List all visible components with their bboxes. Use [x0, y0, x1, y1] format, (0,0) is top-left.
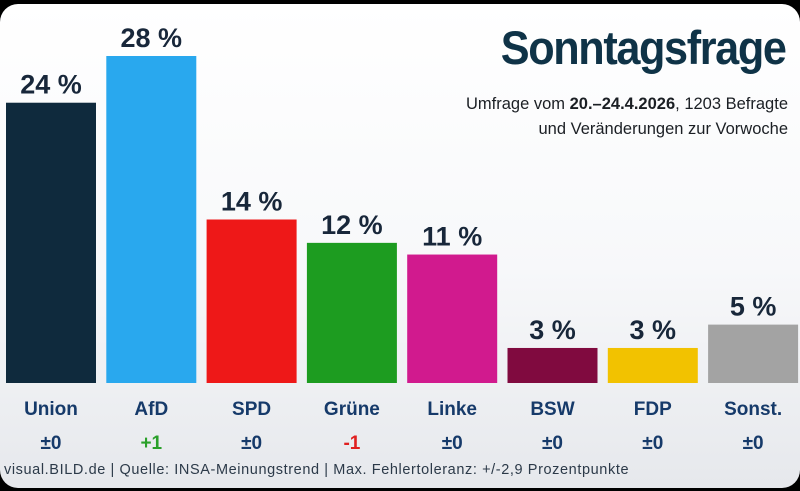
subtitle-suffix: , 1203 Befragte [675, 95, 788, 113]
value-label-spd: 14 % [221, 187, 283, 217]
value-label-bsw: 3 % [529, 315, 576, 345]
value-label-afd: 28 % [121, 23, 183, 53]
value-label-linke: 11 % [422, 222, 482, 252]
change-label-spd: ±0 [241, 433, 262, 454]
bar-union [6, 102, 96, 383]
bar-fdp [607, 347, 698, 383]
category-label-fdp: FDP [634, 399, 672, 420]
category-label-spd: SPD [232, 399, 271, 420]
source-footer: visual.BILD.de | Quelle: INSA-Meinungstr… [4, 462, 630, 478]
bar-gruene [306, 242, 397, 383]
value-label-union: 24 % [20, 70, 82, 100]
category-label-linke: Linke [427, 399, 477, 420]
value-label-gruene: 12 % [321, 210, 383, 240]
subtitle-date-range: 20.–24.4.2026 [569, 95, 676, 113]
subtitle-prefix: Umfrage vom [466, 95, 570, 113]
bar-afd [106, 56, 197, 383]
change-label-sonst: ±0 [743, 433, 764, 454]
value-label-sonst: 5 % [730, 292, 777, 322]
chart-card: 24 % Union ±0 28 % AfD +1 14 % SPD ±0 12 % Grüne -1… [0, 4, 800, 488]
category-label-bsw: BSW [530, 399, 574, 420]
bar-bsw [507, 347, 598, 383]
chart-subtitle: Umfrage vom 20.–24.4.2026, 1203 Befragte… [368, 92, 788, 142]
change-label-linke: ±0 [442, 433, 463, 454]
bar-spd [206, 219, 297, 383]
bar-linke [407, 254, 498, 383]
subtitle-line2: und Veränderungen zur Vorwoche [538, 120, 788, 138]
change-label-fdp: ±0 [642, 433, 663, 454]
change-label-union: ±0 [41, 433, 62, 454]
change-label-bsw: ±0 [542, 433, 563, 454]
category-label-union: Union [24, 399, 78, 420]
change-label-afd: +1 [140, 433, 162, 454]
category-label-afd: AfD [134, 399, 168, 420]
category-label-sonst: Sonst. [724, 399, 782, 420]
change-label-gruene: -1 [343, 433, 360, 454]
chart-title: Sonntagsfrage [501, 21, 787, 74]
bar-chart: 24 % Union ±0 28 % AfD +1 14 % SPD ±0 12 % Grüne -1… [6, 23, 799, 454]
category-label-gruene: Grüne [324, 399, 380, 420]
bar-sonst [708, 324, 799, 383]
value-label-fdp: 3 % [630, 315, 677, 345]
